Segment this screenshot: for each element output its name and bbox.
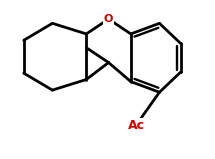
Text: Ac: Ac <box>128 119 145 132</box>
Text: O: O <box>104 14 113 24</box>
